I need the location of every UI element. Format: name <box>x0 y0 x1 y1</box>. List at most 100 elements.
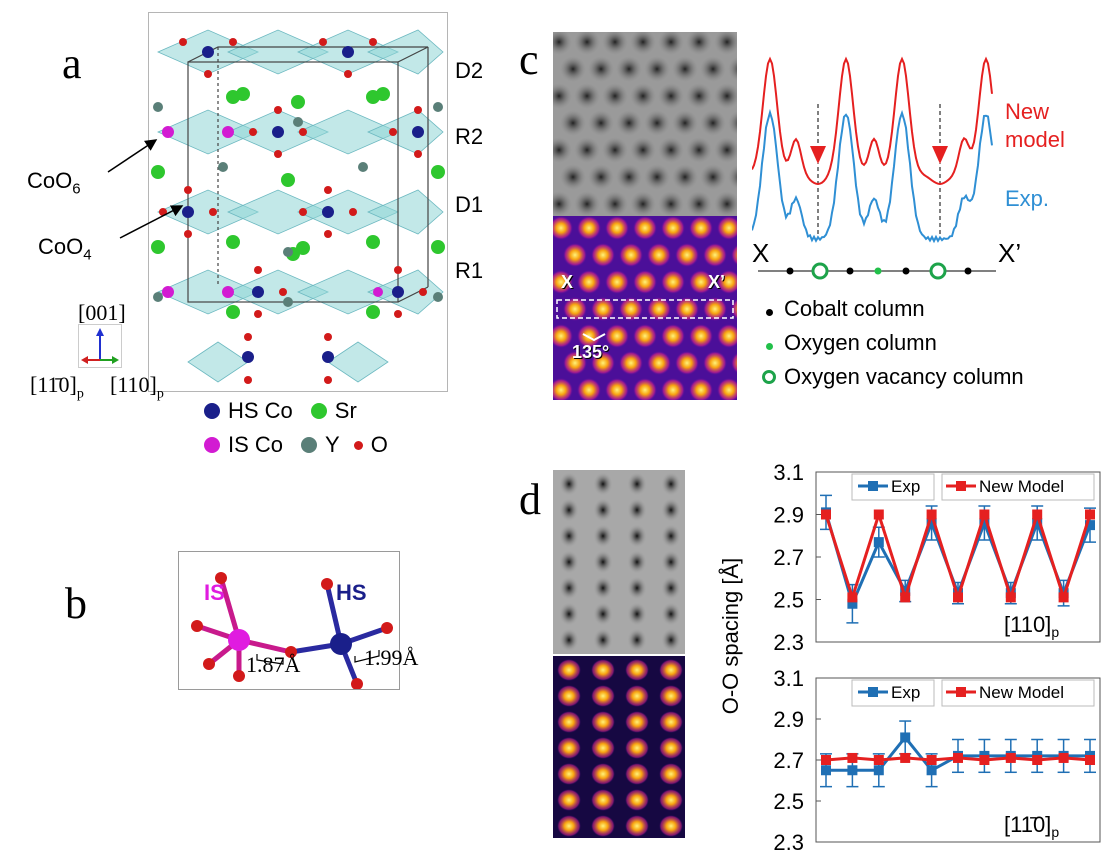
image-spot <box>633 270 657 294</box>
bond-length-is: 1.87Å <box>246 652 301 677</box>
image-spot <box>605 270 629 294</box>
image-spot <box>728 110 737 136</box>
axis-triad-icon <box>78 324 122 368</box>
image-spot <box>661 628 681 652</box>
image-spot <box>557 659 581 681</box>
new-model-label: New model <box>1005 98 1065 153</box>
is-label: IS <box>204 580 225 605</box>
legend-sr: Sr <box>334 398 357 423</box>
image-spot <box>602 83 628 109</box>
image-spot <box>557 789 581 811</box>
image-spot <box>686 191 712 216</box>
layer-label-d1: D1 <box>455 192 484 217</box>
image-spot <box>559 472 579 496</box>
y-tick-label: 2.5 <box>773 789 804 814</box>
image-spot <box>661 216 685 240</box>
y-tick-label: 2.5 <box>773 588 804 613</box>
image-spot <box>553 216 573 240</box>
image-spot <box>557 815 581 837</box>
image-spot <box>630 191 656 216</box>
axis-001-label: [001] <box>78 300 126 325</box>
image-spot <box>714 32 737 55</box>
image-spot <box>700 164 726 190</box>
data-point <box>900 732 911 743</box>
legend-marker-exp <box>868 687 878 697</box>
image-spot <box>593 498 613 522</box>
image-spot <box>625 659 649 681</box>
image-spot <box>574 32 600 55</box>
image-spot <box>633 378 657 400</box>
image-spot <box>563 243 587 267</box>
image-spot <box>627 628 647 652</box>
legend-label-exp: Exp <box>891 477 920 496</box>
image-spot <box>625 789 649 811</box>
image-spot <box>605 378 629 400</box>
intensity-profiles <box>752 56 993 244</box>
image-spot <box>633 324 657 348</box>
image-spot <box>559 602 579 626</box>
coordination-diagram <box>191 572 393 690</box>
data-point <box>979 509 990 520</box>
image-spot <box>591 685 615 707</box>
image-spot <box>661 378 685 400</box>
haadf-image-gray <box>553 32 737 216</box>
image-spot <box>686 32 712 55</box>
image-spot <box>731 244 737 266</box>
image-spot <box>627 498 647 522</box>
image-spot <box>675 351 699 375</box>
data-point <box>1032 755 1043 765</box>
image-spot <box>647 243 671 267</box>
image-spot <box>658 83 684 109</box>
image-spot <box>689 324 713 348</box>
image-spot <box>557 737 581 759</box>
image-spot <box>659 763 683 785</box>
coo4-label: CoO4 <box>38 234 92 264</box>
legend-hs-co: HS Co <box>228 398 293 423</box>
y-tick-label: 2.7 <box>773 748 804 773</box>
image-spot <box>658 191 684 216</box>
data-point <box>1032 509 1043 520</box>
image-spot <box>602 32 628 55</box>
image-spot <box>577 378 601 400</box>
is-co-swatch <box>204 437 220 453</box>
image-spot <box>588 110 614 136</box>
image-spot <box>659 737 683 759</box>
image-spot <box>591 351 615 375</box>
image-spot <box>553 191 572 216</box>
image-spot <box>553 270 573 294</box>
legend-cobalt-column: Cobalt column <box>784 296 925 321</box>
legend-label-model: New Model <box>979 683 1064 702</box>
image-spot <box>714 137 737 163</box>
image-spot <box>627 602 647 626</box>
image-spot <box>672 110 698 136</box>
data-point <box>821 755 831 765</box>
image-spot <box>593 628 613 652</box>
image-spot <box>577 216 601 240</box>
y-tick-label: 3.1 <box>773 460 804 485</box>
image-spot <box>588 56 614 82</box>
image-spot <box>625 737 649 759</box>
image-spot <box>560 164 586 190</box>
image-spot <box>560 56 586 82</box>
legend-y: Y <box>325 432 340 457</box>
vacancy-column-swatch <box>762 370 776 384</box>
legend-is-co: IS Co <box>228 432 284 457</box>
image-spot <box>605 216 629 240</box>
layer-label-d2: D2 <box>455 58 484 83</box>
image-spot <box>689 216 713 240</box>
image-spot <box>563 297 587 321</box>
image-spot <box>661 472 681 496</box>
data-point <box>1085 509 1095 520</box>
data-point <box>979 518 990 528</box>
axis-1-10-label: [11̄0]p <box>30 372 84 402</box>
y-swatch <box>301 437 318 453</box>
data-point <box>1085 520 1095 531</box>
data-point <box>900 592 911 603</box>
image-spot <box>661 498 681 522</box>
image-spot <box>557 763 581 785</box>
image-spot <box>717 216 737 240</box>
image-spot <box>553 324 573 348</box>
y-tick-label: 2.3 <box>773 830 804 855</box>
image-spot <box>630 32 656 55</box>
chart-legend: Exp New Model <box>851 679 1095 707</box>
